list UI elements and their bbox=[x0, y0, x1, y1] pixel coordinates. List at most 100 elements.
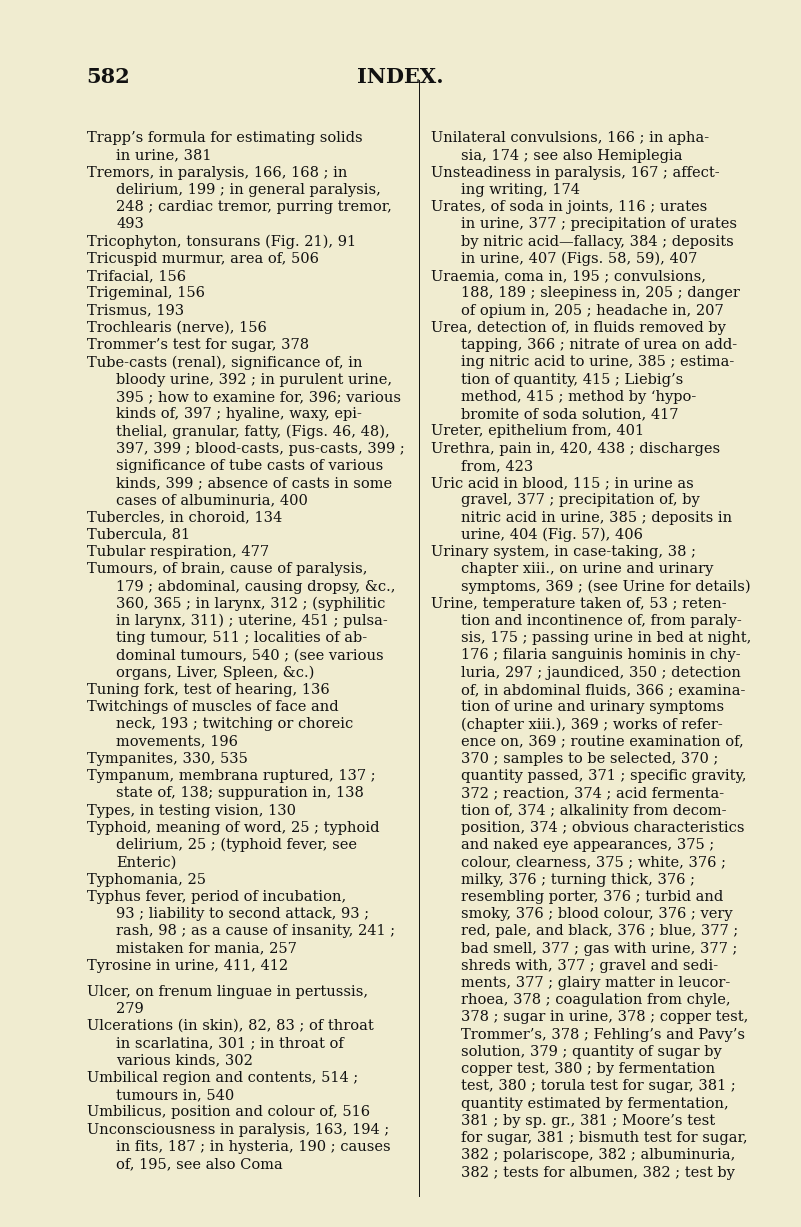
Text: luria, 297 ; jaundiced, 350 ; detection: luria, 297 ; jaundiced, 350 ; detection bbox=[461, 666, 740, 680]
Text: test, 380 ; torula test for sugar, 381 ;: test, 380 ; torula test for sugar, 381 ; bbox=[461, 1080, 735, 1093]
Text: milky, 376 ; turning thick, 376 ;: milky, 376 ; turning thick, 376 ; bbox=[461, 872, 694, 887]
Text: Urine, temperature taken of, 53 ; reten-: Urine, temperature taken of, 53 ; reten- bbox=[431, 596, 727, 611]
Text: urine, 404 (Fig. 57), 406: urine, 404 (Fig. 57), 406 bbox=[461, 528, 642, 542]
Text: solution, 379 ; quantity of sugar by: solution, 379 ; quantity of sugar by bbox=[461, 1045, 722, 1059]
Text: 360, 365 ; in larynx, 312 ; (syphilitic: 360, 365 ; in larynx, 312 ; (syphilitic bbox=[116, 596, 385, 611]
Text: various kinds, 302: various kinds, 302 bbox=[116, 1054, 253, 1067]
Text: ing writing, 174: ing writing, 174 bbox=[461, 183, 580, 198]
Text: Umbilicus, position and colour of, 516: Umbilicus, position and colour of, 516 bbox=[87, 1106, 369, 1119]
Text: colour, clearness, 375 ; white, 376 ;: colour, clearness, 375 ; white, 376 ; bbox=[461, 855, 726, 870]
Text: Trochlearis (nerve), 156: Trochlearis (nerve), 156 bbox=[87, 321, 267, 335]
Text: organs, Liver, Spleen, &c.): organs, Liver, Spleen, &c.) bbox=[116, 666, 315, 680]
Text: 372 ; reaction, 374 ; acid fermenta-: 372 ; reaction, 374 ; acid fermenta- bbox=[461, 787, 723, 800]
Text: in urine, 407 (Figs. 58, 59), 407: in urine, 407 (Figs. 58, 59), 407 bbox=[461, 252, 697, 266]
Text: Typhus fever, period of incubation,: Typhus fever, period of incubation, bbox=[87, 890, 346, 904]
Text: 582: 582 bbox=[87, 67, 131, 87]
Text: Tubercles, in choroid, 134: Tubercles, in choroid, 134 bbox=[87, 510, 282, 525]
Text: ence on, 369 ; routine examination of,: ence on, 369 ; routine examination of, bbox=[461, 735, 743, 748]
Text: method, 415 ; method by ‘hypo-: method, 415 ; method by ‘hypo- bbox=[461, 390, 696, 404]
Text: 397, 399 ; blood-casts, pus-casts, 399 ;: 397, 399 ; blood-casts, pus-casts, 399 ; bbox=[116, 442, 405, 455]
Text: tion of, 374 ; alkalinity from decom-: tion of, 374 ; alkalinity from decom- bbox=[461, 804, 726, 817]
Text: copper test, 380 ; by fermentation: copper test, 380 ; by fermentation bbox=[461, 1063, 714, 1076]
Text: Tympanum, membrana ruptured, 137 ;: Tympanum, membrana ruptured, 137 ; bbox=[87, 769, 375, 783]
Text: tion and incontinence of, from paraly-: tion and incontinence of, from paraly- bbox=[461, 614, 741, 628]
Text: kinds of, 397 ; hyaline, waxy, epi-: kinds of, 397 ; hyaline, waxy, epi- bbox=[116, 407, 362, 421]
Text: Tuning fork, test of hearing, 136: Tuning fork, test of hearing, 136 bbox=[87, 683, 329, 697]
Text: 493: 493 bbox=[116, 217, 144, 232]
Text: gravel, 377 ; precipitation of, by: gravel, 377 ; precipitation of, by bbox=[461, 493, 699, 507]
Text: 378 ; sugar in urine, 378 ; copper test,: 378 ; sugar in urine, 378 ; copper test, bbox=[461, 1011, 748, 1025]
Text: 381 ; by sp. gr., 381 ; Moore’s test: 381 ; by sp. gr., 381 ; Moore’s test bbox=[461, 1114, 714, 1128]
Text: and naked eye appearances, 375 ;: and naked eye appearances, 375 ; bbox=[461, 838, 714, 852]
Text: in urine, 381: in urine, 381 bbox=[116, 148, 211, 162]
Text: Trommer’s test for sugar, 378: Trommer’s test for sugar, 378 bbox=[87, 339, 308, 352]
Text: ments, 377 ; glairy matter in leucor-: ments, 377 ; glairy matter in leucor- bbox=[461, 975, 730, 990]
Text: Trommer’s, 378 ; Fehling’s and Pavy’s: Trommer’s, 378 ; Fehling’s and Pavy’s bbox=[461, 1028, 745, 1042]
Text: tumours in, 540: tumours in, 540 bbox=[116, 1088, 235, 1102]
Text: Urates, of soda in joints, 116 ; urates: Urates, of soda in joints, 116 ; urates bbox=[431, 200, 707, 215]
Text: sis, 175 ; passing urine in bed at night,: sis, 175 ; passing urine in bed at night… bbox=[461, 631, 751, 645]
Text: cases of albuminuria, 400: cases of albuminuria, 400 bbox=[116, 493, 308, 507]
Text: 93 ; liability to second attack, 93 ;: 93 ; liability to second attack, 93 ; bbox=[116, 907, 369, 921]
Text: ing nitric acid to urine, 385 ; estima-: ing nitric acid to urine, 385 ; estima- bbox=[461, 356, 734, 369]
Text: Tremors, in paralysis, 166, 168 ; in: Tremors, in paralysis, 166, 168 ; in bbox=[87, 166, 347, 180]
Text: Tube-casts (renal), significance of, in: Tube-casts (renal), significance of, in bbox=[87, 356, 362, 369]
Text: Ulcer, on frenum linguae in pertussis,: Ulcer, on frenum linguae in pertussis, bbox=[87, 984, 368, 999]
Text: Tubercula, 81: Tubercula, 81 bbox=[87, 528, 190, 542]
Text: position, 374 ; obvious characteristics: position, 374 ; obvious characteristics bbox=[461, 821, 744, 834]
Text: of, 195, see also Coma: of, 195, see also Coma bbox=[116, 1157, 283, 1171]
Text: in larynx, 311) ; uterine, 451 ; pulsa-: in larynx, 311) ; uterine, 451 ; pulsa- bbox=[116, 614, 388, 628]
Text: Trismus, 193: Trismus, 193 bbox=[87, 304, 183, 318]
Text: 248 ; cardiac tremor, purring tremor,: 248 ; cardiac tremor, purring tremor, bbox=[116, 200, 392, 215]
Text: state of, 138; suppuration in, 138: state of, 138; suppuration in, 138 bbox=[116, 787, 364, 800]
Text: Unilateral convulsions, 166 ; in apha-: Unilateral convulsions, 166 ; in apha- bbox=[431, 131, 709, 145]
Text: sia, 174 ; see also Hemiplegia: sia, 174 ; see also Hemiplegia bbox=[461, 148, 682, 162]
Text: neck, 193 ; twitching or choreic: neck, 193 ; twitching or choreic bbox=[116, 718, 353, 731]
Text: shreds with, 377 ; gravel and sedi-: shreds with, 377 ; gravel and sedi- bbox=[461, 958, 718, 973]
Text: delirium, 199 ; in general paralysis,: delirium, 199 ; in general paralysis, bbox=[116, 183, 381, 198]
Text: Unconsciousness in paralysis, 163, 194 ;: Unconsciousness in paralysis, 163, 194 ; bbox=[87, 1123, 388, 1136]
Text: 179 ; abdominal, causing dropsy, &c.,: 179 ; abdominal, causing dropsy, &c., bbox=[116, 579, 396, 594]
Text: red, pale, and black, 376 ; blue, 377 ;: red, pale, and black, 376 ; blue, 377 ; bbox=[461, 924, 738, 939]
Text: in scarlatina, 301 ; in throat of: in scarlatina, 301 ; in throat of bbox=[116, 1037, 344, 1050]
Text: Urethra, pain in, 420, 438 ; discharges: Urethra, pain in, 420, 438 ; discharges bbox=[431, 442, 720, 455]
Text: tion of urine and urinary symptoms: tion of urine and urinary symptoms bbox=[461, 701, 723, 714]
Text: 176 ; filaria sanguinis hominis in chy-: 176 ; filaria sanguinis hominis in chy- bbox=[461, 649, 740, 663]
Text: movements, 196: movements, 196 bbox=[116, 735, 238, 748]
Text: 370 ; samples to be selected, 370 ;: 370 ; samples to be selected, 370 ; bbox=[461, 752, 718, 766]
Text: 382 ; polariscope, 382 ; albuminuria,: 382 ; polariscope, 382 ; albuminuria, bbox=[461, 1148, 735, 1162]
Text: Types, in testing vision, 130: Types, in testing vision, 130 bbox=[87, 804, 296, 817]
Text: smoky, 376 ; blood colour, 376 ; very: smoky, 376 ; blood colour, 376 ; very bbox=[461, 907, 732, 921]
Text: ting tumour, 511 ; localities of ab-: ting tumour, 511 ; localities of ab- bbox=[116, 631, 368, 645]
Text: symptoms, 369 ; (see Urine for details): symptoms, 369 ; (see Urine for details) bbox=[461, 579, 751, 594]
Text: of opium in, 205 ; headache in, 207: of opium in, 205 ; headache in, 207 bbox=[461, 304, 723, 318]
Text: Typhoid, meaning of word, 25 ; typhoid: Typhoid, meaning of word, 25 ; typhoid bbox=[87, 821, 379, 834]
Text: bloody urine, 392 ; in purulent urine,: bloody urine, 392 ; in purulent urine, bbox=[116, 373, 392, 387]
Text: kinds, 399 ; absence of casts in some: kinds, 399 ; absence of casts in some bbox=[116, 476, 392, 490]
Text: Unsteadiness in paralysis, 167 ; affect-: Unsteadiness in paralysis, 167 ; affect- bbox=[431, 166, 719, 180]
Text: 382 ; tests for albumen, 382 ; test by: 382 ; tests for albumen, 382 ; test by bbox=[461, 1166, 735, 1179]
Text: by nitric acid—fallacy, 384 ; deposits: by nitric acid—fallacy, 384 ; deposits bbox=[461, 234, 734, 249]
Text: Tumours, of brain, cause of paralysis,: Tumours, of brain, cause of paralysis, bbox=[87, 562, 367, 577]
Text: Uraemia, coma in, 195 ; convulsions,: Uraemia, coma in, 195 ; convulsions, bbox=[431, 269, 706, 283]
Text: (chapter xiii.), 369 ; works of refer-: (chapter xiii.), 369 ; works of refer- bbox=[461, 718, 723, 731]
Text: Trigeminal, 156: Trigeminal, 156 bbox=[87, 286, 204, 301]
Text: for sugar, 381 ; bismuth test for sugar,: for sugar, 381 ; bismuth test for sugar, bbox=[461, 1131, 747, 1145]
Text: Ulcerations (in skin), 82, 83 ; of throat: Ulcerations (in skin), 82, 83 ; of throa… bbox=[87, 1020, 373, 1033]
Text: tion of quantity, 415 ; Liebig’s: tion of quantity, 415 ; Liebig’s bbox=[461, 373, 682, 387]
Text: resembling porter, 376 ; turbid and: resembling porter, 376 ; turbid and bbox=[461, 890, 723, 904]
Text: Urinary system, in case-taking, 38 ;: Urinary system, in case-taking, 38 ; bbox=[431, 545, 696, 560]
Text: Typhomania, 25: Typhomania, 25 bbox=[87, 872, 206, 887]
Text: Umbilical region and contents, 514 ;: Umbilical region and contents, 514 ; bbox=[87, 1071, 358, 1085]
Text: rash, 98 ; as a cause of insanity, 241 ;: rash, 98 ; as a cause of insanity, 241 ; bbox=[116, 924, 395, 939]
Text: mistaken for mania, 257: mistaken for mania, 257 bbox=[116, 941, 297, 956]
Text: 188, 189 ; sleepiness in, 205 ; danger: 188, 189 ; sleepiness in, 205 ; danger bbox=[461, 286, 739, 301]
Text: Trapp’s formula for estimating solids: Trapp’s formula for estimating solids bbox=[87, 131, 362, 145]
Text: Urea, detection of, in fluids removed by: Urea, detection of, in fluids removed by bbox=[431, 321, 726, 335]
Text: bad smell, 377 ; gas with urine, 377 ;: bad smell, 377 ; gas with urine, 377 ; bbox=[461, 941, 737, 956]
Text: INDEX.: INDEX. bbox=[357, 67, 444, 87]
Text: chapter xiii., on urine and urinary: chapter xiii., on urine and urinary bbox=[461, 562, 713, 577]
Text: Tyrosine in urine, 411, 412: Tyrosine in urine, 411, 412 bbox=[87, 958, 288, 973]
Text: Tricophyton, tonsurans (Fig. 21), 91: Tricophyton, tonsurans (Fig. 21), 91 bbox=[87, 234, 356, 249]
Text: thelial, granular, fatty, (Figs. 46, 48),: thelial, granular, fatty, (Figs. 46, 48)… bbox=[116, 425, 390, 439]
